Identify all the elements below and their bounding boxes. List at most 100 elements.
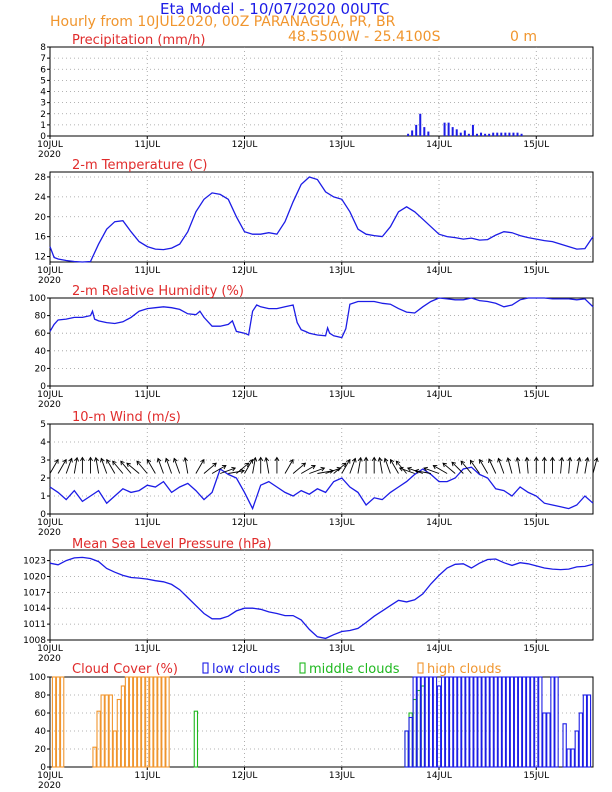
- wind-vector: [325, 467, 341, 474]
- wind-vector-head: [274, 456, 280, 462]
- precip-bar: [520, 133, 523, 136]
- wind-vector-head: [395, 460, 401, 466]
- x-tick-label: 10JUL: [37, 390, 63, 400]
- wind-vector: [460, 460, 472, 474]
- precip-bar: [484, 133, 487, 136]
- cloud-bar-high: [100, 694, 105, 768]
- wind-vector: [415, 470, 431, 474]
- wind-vector-head: [172, 457, 178, 463]
- cloud-bar-low: [465, 676, 470, 768]
- wind-vector: [244, 459, 253, 474]
- precip-bar: [492, 132, 495, 136]
- wind-vector-head: [363, 456, 369, 462]
- panel-title: Cloud Cover (%): [72, 662, 178, 677]
- panel-temp: 12 16 20 24 28 10JUL 11JUL 12JUL 13JUL 14JUL 15JUL…: [35, 158, 594, 286]
- wind-vector: [357, 457, 362, 474]
- y-tick-label: 60: [35, 329, 47, 339]
- cloud-bar-low: [448, 676, 454, 768]
- x-tick-label: 11JUL: [134, 390, 160, 400]
- wind-vector-head: [559, 456, 565, 462]
- cloud-bar-low: [477, 676, 482, 768]
- cloud-bar-high: [149, 676, 154, 768]
- wind-vector-head: [479, 458, 484, 464]
- y-tick-label: 4: [40, 438, 46, 448]
- wind-vector-head: [289, 458, 294, 464]
- x-year-label: 2020: [38, 276, 61, 286]
- precip-bar: [443, 122, 446, 136]
- wind-vector: [292, 462, 306, 474]
- x-tick-label: 13JUL: [329, 390, 355, 400]
- wind-vector-head: [164, 457, 170, 463]
- legend-swatch: [299, 662, 306, 674]
- cloud-bar-high: [124, 676, 130, 768]
- wind-vector-head: [423, 466, 428, 472]
- panel-frame: [49, 46, 594, 137]
- precip-bar: [455, 129, 458, 136]
- y-tick-label: 6: [40, 65, 46, 75]
- cloud-bar-low: [550, 676, 555, 768]
- x-year-label: 2020: [38, 528, 61, 538]
- x-tick-label: 11JUL: [134, 140, 160, 150]
- wind-vector-head: [62, 458, 67, 464]
- cloud-bar-low: [562, 723, 567, 768]
- wind-vector-head: [460, 460, 466, 466]
- precip-bar: [463, 130, 466, 136]
- wind-vector: [220, 467, 236, 474]
- y-tick-label: 12: [35, 253, 46, 263]
- cloud-bar-low: [424, 676, 430, 768]
- y-tick-label: 28: [35, 173, 47, 183]
- wind-vector-head: [593, 457, 599, 463]
- cloud-bar-low: [404, 730, 409, 768]
- cloud-bar-low: [586, 694, 592, 768]
- cloud-bar-low: [554, 676, 559, 768]
- panel-frame: [49, 676, 594, 768]
- series-line-temp: [49, 176, 594, 263]
- wind-vector-head: [442, 462, 447, 468]
- cloud-bar-high: [141, 676, 146, 768]
- legend-swatch: [417, 662, 424, 674]
- wind-vector: [507, 457, 513, 474]
- wind-vector-head: [126, 462, 131, 468]
- cloud-bar-middle: [193, 710, 199, 768]
- precip-bar: [467, 133, 470, 136]
- x-tick-label: 11JUL: [134, 771, 160, 781]
- cloud-bar-high: [120, 685, 126, 768]
- precip-bar: [508, 132, 511, 136]
- wind-vector: [576, 457, 581, 474]
- cloud-bar-high: [59, 676, 65, 768]
- wind-vector-head: [406, 466, 412, 472]
- x-tick-label: 15JUL: [523, 518, 549, 528]
- wind-vector-head: [301, 462, 307, 468]
- precip-bar: [504, 132, 507, 136]
- cloud-bar-low: [408, 716, 413, 768]
- wind-vector-head: [320, 466, 326, 472]
- series-line-mslp: [49, 556, 594, 640]
- y-tick-label: 1: [40, 492, 46, 502]
- wind-vector-head: [146, 458, 152, 464]
- y-tick-label: 7: [40, 54, 46, 64]
- cloud-bar-low: [497, 676, 502, 768]
- precip-bar: [419, 113, 422, 136]
- wind-vector: [584, 457, 589, 474]
- cloud-bar-high: [157, 676, 162, 768]
- wind-vector: [157, 458, 164, 474]
- wind-vector: [442, 462, 456, 474]
- wind-vector-head: [550, 456, 555, 462]
- chart-subtitle: Hourly from 10JUL2020, 00Z PARANAGUA, PR…: [50, 14, 396, 30]
- cloud-bar-high: [153, 676, 158, 768]
- y-tick-label: 20: [35, 745, 47, 755]
- x-tick-label: 14JUL: [426, 771, 452, 781]
- panel-frame: [49, 423, 594, 515]
- cloud-bar-high: [92, 746, 97, 768]
- cloud-bar-low: [505, 676, 511, 768]
- wind-vector-head: [248, 458, 254, 464]
- wind-vector: [479, 459, 489, 474]
- wind-vector: [451, 461, 464, 474]
- x-tick-label: 10JUL: [37, 140, 63, 150]
- x-tick-label: 12JUL: [232, 644, 258, 654]
- panel-wind: 0 1 2 3 4 5 10JUL 11JUL 12JUL 13JUL 14JUL 15JUL 2020…: [37, 410, 599, 538]
- precip-bar: [488, 133, 491, 136]
- precip-bar: [480, 132, 483, 136]
- wind-vector-head: [346, 458, 351, 464]
- x-tick-label: 14JUL: [426, 266, 452, 276]
